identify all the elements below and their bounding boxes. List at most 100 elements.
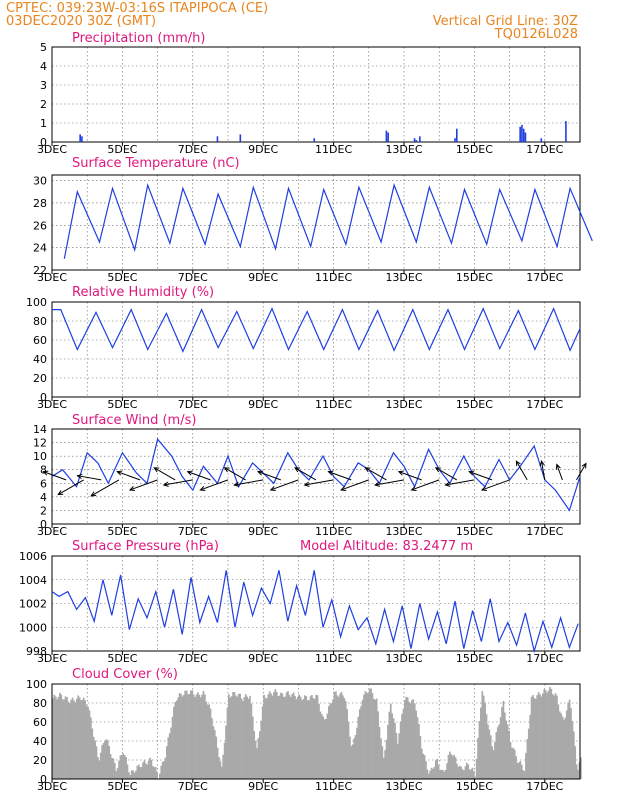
cloud-bar [422, 753, 425, 779]
cloud-bar [187, 694, 189, 779]
cloud-bar [389, 703, 392, 779]
pressure-line [51, 570, 579, 654]
cloud-bar [91, 728, 94, 779]
cloud-bar [59, 692, 61, 779]
cloud-bar [381, 746, 384, 779]
cloud-bar [364, 691, 367, 779]
wind-arrow-head [364, 467, 371, 473]
precip-bar [385, 130, 388, 142]
precip-bar [522, 128, 525, 142]
cloud-bar [368, 688, 371, 779]
cloud-bar [319, 711, 322, 779]
cloud-bar [574, 746, 577, 779]
y-tick-label: 40 [33, 353, 47, 366]
cloud-bar [173, 706, 175, 779]
wind-arrow [269, 479, 299, 491]
cloud-bar [325, 718, 327, 779]
cloud-bar [336, 695, 339, 779]
cloud-bar [356, 727, 358, 779]
cloud-bar [464, 766, 467, 779]
cloud-bar [242, 700, 244, 779]
y-tick-label: 5 [40, 41, 47, 54]
wind-arrow-shaft [234, 479, 264, 486]
cloud-bar [285, 692, 288, 779]
wind-arrow-shaft [90, 479, 120, 497]
cloud-bar [164, 757, 167, 779]
cloud-bar [484, 702, 486, 779]
y-tick-label: 22 [33, 264, 47, 277]
cloud-bar [104, 741, 106, 779]
precip-bar [521, 124, 523, 142]
cloud-bar [156, 771, 158, 779]
cloud-bar [146, 764, 149, 779]
cloud-bar [291, 693, 294, 779]
cloud-bar [106, 740, 109, 779]
cloud-bar [353, 738, 356, 779]
x-tick-label: 3DEC [37, 652, 67, 665]
humidity-line [52, 307, 581, 353]
cloud-bar [205, 701, 208, 779]
cloud-bar [260, 720, 263, 779]
cloud-bar [281, 693, 284, 779]
cloud-bar [204, 694, 206, 779]
wind-arrow [256, 470, 281, 481]
cloud-bar [201, 694, 203, 779]
cloud-bar [296, 697, 299, 779]
cloud-bar [540, 696, 543, 779]
cloud-bar [385, 739, 388, 779]
cloud-bar [481, 691, 484, 779]
y-tick-label: 40 [33, 735, 47, 748]
wind-arrow [294, 467, 317, 481]
x-tick-label: 9DEC [248, 143, 278, 156]
cloud-bar [357, 716, 360, 779]
cloud-bar [302, 698, 305, 779]
cloud-bar [54, 696, 57, 779]
cloud-bar [135, 770, 137, 779]
cloud-bar [229, 697, 232, 779]
cloud-bar [250, 703, 253, 779]
cloud-bar [480, 707, 482, 779]
cloud-bar [532, 695, 534, 779]
cloud-bar [329, 703, 332, 779]
cloud-bar [274, 689, 277, 779]
cloud-bar [530, 696, 533, 779]
cloud-bar [394, 722, 396, 779]
cloud-bar [222, 754, 225, 779]
wind-arrow [199, 479, 229, 491]
cloud-bar [477, 737, 479, 779]
wind-arrow [162, 479, 193, 487]
cloud-bar [391, 713, 394, 779]
cloud-bar [395, 732, 398, 779]
cloud-bar [191, 690, 194, 779]
wind-arrow-shaft [398, 471, 422, 481]
wind-arrow [555, 463, 563, 481]
cloud-bar [436, 758, 439, 779]
cloud-bar [495, 731, 498, 779]
wind-arrow-head [581, 462, 587, 469]
cloud-bar [320, 714, 323, 779]
cloud-bar [111, 757, 113, 779]
x-tick-label: 9DEC [248, 525, 278, 538]
cloud-bar [237, 693, 240, 779]
x-tick-label: 11DEC [315, 780, 352, 793]
x-tick-label: 3DEC [37, 525, 67, 538]
cloud-bar [343, 698, 346, 779]
wind-arrow-shaft [576, 463, 587, 481]
x-tick-label: 7DEC [178, 652, 208, 665]
cloud-bar [251, 716, 254, 779]
cloud-bar [282, 696, 285, 779]
wind-arrow [576, 462, 587, 481]
cloud-bar [549, 687, 551, 779]
precip-bar [239, 134, 242, 142]
cloud-bar [354, 734, 357, 779]
cloud-bar [568, 699, 571, 779]
x-tick-label: 5DEC [107, 398, 137, 411]
cloud-bar [90, 717, 92, 779]
precip-bar [413, 138, 416, 142]
x-tick-label: 15DEC [456, 398, 493, 411]
cloud-bar [278, 695, 281, 779]
cloud-bar [526, 739, 529, 779]
cloud-bar [333, 691, 336, 779]
cloud-bar [404, 700, 406, 779]
cloud-bar [523, 771, 526, 779]
